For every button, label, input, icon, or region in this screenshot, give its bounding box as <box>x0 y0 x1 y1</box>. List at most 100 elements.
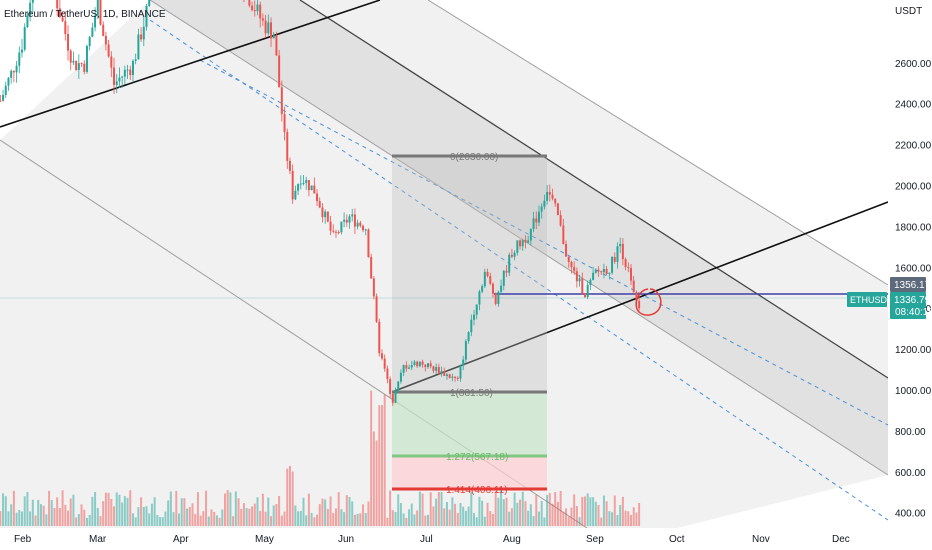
candle-body <box>575 271 578 282</box>
volume-bar <box>205 490 208 526</box>
candle-body <box>473 314 476 320</box>
volume-bar <box>23 496 26 526</box>
candle-body <box>524 240 527 243</box>
candle-body <box>551 194 554 199</box>
candle-body <box>362 225 365 231</box>
candle-body <box>115 81 118 85</box>
volume-bar <box>370 390 373 526</box>
volume-bar <box>186 508 189 526</box>
volume-bar <box>270 516 273 526</box>
volume-bar <box>521 491 524 526</box>
candle-body <box>291 170 294 200</box>
candle-body <box>456 377 459 379</box>
volume-bar <box>37 499 40 526</box>
candle-body <box>91 27 94 37</box>
candle-body <box>559 215 562 226</box>
candle-body <box>505 270 508 273</box>
candle-body <box>427 363 429 367</box>
volume-bar <box>42 505 45 526</box>
volume-bar <box>169 491 172 526</box>
candle-body <box>77 63 80 70</box>
volume-bar <box>316 514 319 526</box>
volume-bar <box>399 503 402 526</box>
candle-body <box>10 70 13 78</box>
volume-bar <box>94 491 97 526</box>
volume-bar <box>213 511 216 526</box>
volume-bar <box>543 517 546 526</box>
candle-body <box>502 270 505 286</box>
candle-body <box>123 69 126 77</box>
candle-body <box>483 271 486 287</box>
candle-body <box>126 69 129 71</box>
candle-body <box>594 269 597 273</box>
volume-bar <box>10 504 13 526</box>
volume-bar <box>229 492 232 526</box>
fib-zone-red <box>392 456 547 489</box>
candle-body <box>448 374 451 378</box>
price-axis[interactable]: USDT 2600.00 2400.00 2200.00 2000.00 1800.00… <box>888 0 932 528</box>
time-axis[interactable]: Feb Mar Apr May Jun Jul Aug Sep Oct Nov Dec <box>0 528 932 550</box>
candle-body <box>445 374 448 376</box>
volume-bar <box>575 506 578 526</box>
volume-bar <box>305 515 308 526</box>
volume-bar <box>226 490 229 526</box>
price-tick-label: 1800.00 <box>895 222 932 233</box>
volume-bar <box>313 517 316 526</box>
volume-bar <box>129 490 132 526</box>
volume-bar <box>99 516 102 526</box>
candle-body <box>592 272 595 280</box>
candle-body <box>611 257 614 273</box>
candle-body <box>408 367 411 369</box>
fib-label-1414: 1.414(406.11) <box>446 485 508 496</box>
candle-body <box>491 283 494 294</box>
volume-bar <box>505 497 508 526</box>
volume-bar <box>337 492 340 526</box>
volume-bar <box>559 491 562 526</box>
volume-bar <box>380 405 383 526</box>
candle-body <box>510 254 513 257</box>
volume-bar <box>150 503 153 526</box>
volume-bar <box>80 504 83 526</box>
volume-bar <box>478 496 481 526</box>
candle-body <box>56 0 59 9</box>
volume-bar <box>586 493 589 526</box>
candle-body <box>75 60 78 70</box>
candle-body <box>94 15 97 28</box>
volume-bar <box>31 499 34 526</box>
volume-bar <box>207 516 210 526</box>
volume-bar <box>462 506 465 526</box>
candle-body <box>356 222 359 227</box>
volume-bar <box>161 517 164 526</box>
volume-bar <box>391 510 394 526</box>
volume-bar <box>267 497 270 526</box>
volume-bar <box>332 513 335 526</box>
candle-body <box>497 291 500 304</box>
volume-bar <box>500 490 503 526</box>
volume-bar <box>343 512 346 526</box>
time-tick-label: Sep <box>586 534 604 545</box>
candle-body <box>399 372 402 382</box>
candle-body <box>280 87 283 115</box>
volume-bar <box>621 496 624 526</box>
candle-body <box>619 243 622 247</box>
candle-body <box>107 44 110 57</box>
volume-bar <box>410 503 413 526</box>
candle-body <box>83 63 86 72</box>
candle-body <box>264 20 267 34</box>
volume-bar <box>310 512 313 526</box>
candle-body <box>251 5 254 11</box>
candle-body <box>635 292 638 301</box>
ticker-badge: ETHUSDT <box>847 292 893 307</box>
candle-body <box>546 191 549 201</box>
volume-bar <box>275 504 278 526</box>
volume-bar <box>75 517 78 526</box>
volume-bar <box>286 468 289 526</box>
candle-body <box>389 379 392 394</box>
volume-bar <box>600 517 603 526</box>
volume-bar <box>12 490 15 526</box>
volume-bar <box>413 514 416 526</box>
candle-body <box>567 256 570 262</box>
candle-body <box>386 368 389 380</box>
candle-body <box>519 240 522 247</box>
